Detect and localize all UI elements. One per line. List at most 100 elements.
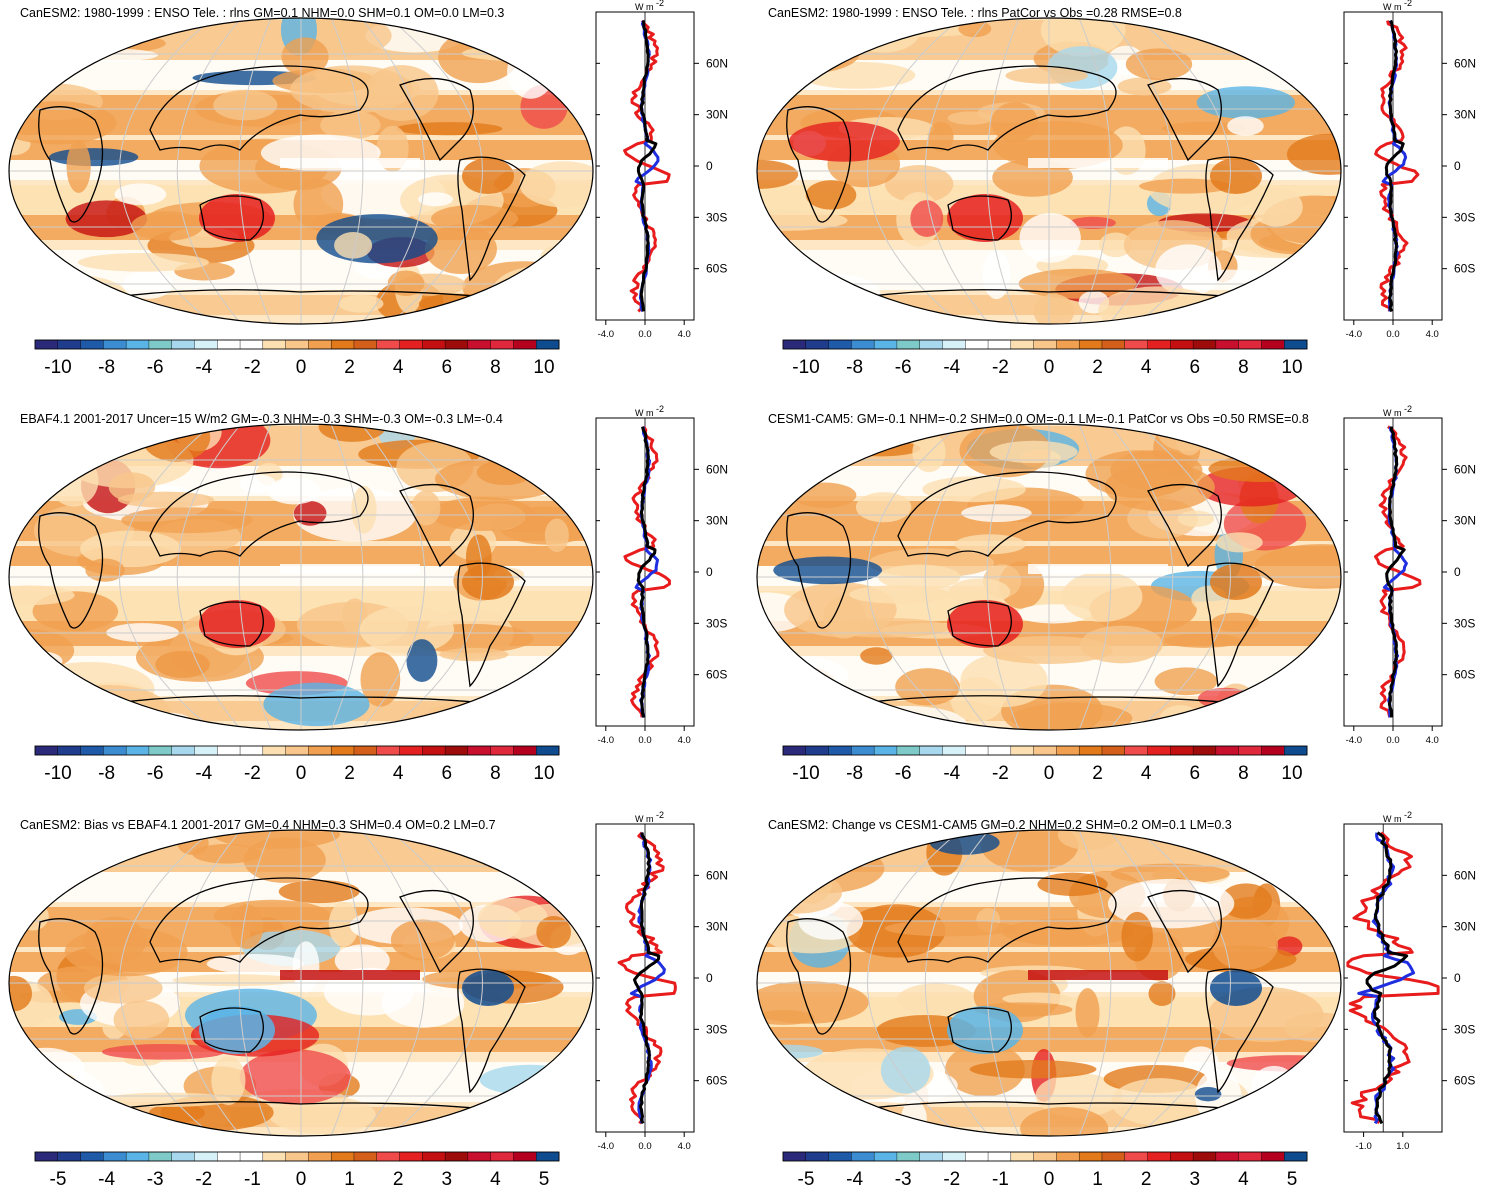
- colorbar-swatch: [1192, 745, 1217, 756]
- profile-unit-superscript: -2: [1404, 810, 1412, 820]
- profile-lat-tick: 30N: [706, 108, 728, 122]
- colorbar-tick-label: -8: [846, 357, 863, 378]
- profile-lat-tick: 60N: [1454, 56, 1476, 70]
- colorbar-tick-label: 8: [1238, 357, 1249, 378]
- colorbar-swatch: [1261, 339, 1285, 350]
- panel-5: CanESM2: Bias vs EBAF4.1 2001-2017 GM=0.…: [8, 810, 728, 1187]
- colorbar-swatch: [262, 339, 287, 350]
- colorbar-swatch: [873, 1151, 898, 1162]
- profile-unit-superscript: -2: [656, 810, 664, 820]
- colorbar-tick-label: 8: [490, 357, 501, 378]
- map-title: EBAF4.1 2001-2017 Uncer=15 W/m2 GM=-0.3 …: [20, 412, 503, 426]
- colorbar-tick-label: 2: [1141, 1169, 1152, 1187]
- colorbar-tick-label: -6: [147, 357, 164, 378]
- colorbar: -5 -4 -3 -2 -1 0 1 2 3 4 5: [34, 1151, 560, 1187]
- map-field: [757, 830, 1341, 1136]
- colorbar-swatch: [513, 339, 537, 350]
- colorbar-swatch: [873, 745, 898, 756]
- colorbar-swatch: [285, 339, 309, 350]
- colorbar-tick-label: -3: [895, 1169, 912, 1187]
- profile-x-tick: 4.0: [1426, 735, 1439, 746]
- map-outline: [756, 423, 1342, 731]
- profile-lat-tick: 30N: [706, 514, 728, 528]
- map-field: [9, 18, 593, 324]
- colorbar-tick-label: -5: [798, 1169, 815, 1187]
- colorbar-tick-label: -8: [846, 763, 863, 784]
- colorbar-swatch: [1010, 339, 1035, 350]
- profile-lat-tick: 0: [1454, 971, 1461, 985]
- colorbar-tick-label: -3: [147, 1169, 164, 1187]
- colorbar-tick-label: -10: [44, 357, 71, 378]
- colorbar-swatch: [57, 1151, 82, 1162]
- profile-lat-tick: 30S: [706, 1022, 727, 1036]
- colorbar-swatch: [103, 745, 127, 756]
- colorbar-tick-label: 5: [539, 1169, 550, 1187]
- colorbar-tick-label: -10: [792, 763, 819, 784]
- colorbar-swatch: [80, 339, 104, 350]
- colorbar-tick-label: 10: [533, 357, 554, 378]
- colorbar-swatch: [805, 745, 830, 756]
- profile-lat-tick: 0: [706, 565, 713, 579]
- colorbar-swatch: [1284, 339, 1308, 350]
- colorbar-swatch: [376, 1151, 401, 1162]
- colorbar: -5 -4 -3 -2 -1 0 1 2 3 4 5: [782, 1151, 1308, 1187]
- colorbar-swatch: [896, 745, 921, 756]
- colorbar-swatch: [851, 745, 875, 756]
- colorbar-tick-label: -8: [98, 763, 115, 784]
- colorbar-swatch: [965, 745, 989, 756]
- colorbar-swatch: [399, 1151, 423, 1162]
- colorbar-swatch: [125, 745, 150, 756]
- colorbar-swatch: [1078, 1151, 1103, 1162]
- colorbar-swatch: [34, 745, 59, 756]
- colorbar-swatch: [194, 1151, 218, 1162]
- colorbar-swatch: [1101, 1151, 1126, 1162]
- colorbar-swatch: [262, 1151, 287, 1162]
- colorbar-swatch: [285, 745, 309, 756]
- map-title: CanESM2: 1980-1999 : ENSO Tele. : rlns G…: [20, 6, 504, 20]
- profile-lat-tick: 60S: [706, 262, 727, 276]
- colorbar-swatch: [422, 339, 446, 350]
- colorbar-swatch: [444, 745, 469, 756]
- colorbar-tick-label: -2: [992, 763, 1009, 784]
- colorbar-swatch: [782, 745, 807, 756]
- colorbar-tick-label: 0: [296, 763, 307, 784]
- colorbar-swatch: [57, 745, 82, 756]
- colorbar-swatch: [1033, 1151, 1057, 1162]
- zonal-profile: W m -2 60N 30N 0 30S 60S -4.0 0.0 4.0: [1343, 0, 1476, 340]
- colorbar-swatch: [942, 339, 966, 350]
- colorbar-tick-label: 2: [1092, 763, 1103, 784]
- colorbar-swatch: [444, 339, 469, 350]
- colorbar-swatch: [851, 1151, 875, 1162]
- colorbar-tick-label: 4: [393, 763, 404, 784]
- colorbar-swatch: [1238, 745, 1262, 756]
- colorbar-swatch: [1101, 745, 1126, 756]
- colorbar-swatch: [1238, 1151, 1262, 1162]
- colorbar-tick-label: 1: [1092, 1169, 1103, 1187]
- colorbar-tick-label: -6: [895, 763, 912, 784]
- zonal-profile: W m -2 60N 30N 0 30S 60S -4.0 0.0 4.0: [595, 810, 728, 1152]
- profile-lat-tick: 30S: [1454, 616, 1475, 630]
- colorbar-swatch: [1147, 339, 1171, 350]
- colorbar-swatch: [376, 745, 401, 756]
- colorbar-swatch: [1056, 339, 1080, 350]
- colorbar-swatch: [1238, 339, 1262, 350]
- profile-lat-tick: 60N: [1454, 462, 1476, 476]
- colorbar-tick-label: 0: [296, 1169, 307, 1187]
- map-field: [9, 830, 593, 1136]
- panel-3: EBAF4.1 2001-2017 Uncer=15 W/m2 GM=-0.3 …: [8, 404, 728, 784]
- colorbar-swatch: [828, 339, 852, 350]
- colorbar-swatch: [1147, 745, 1171, 756]
- zonal-profile: W m -2 60N 30N 0 30S 60S -1.0 1.0: [1343, 810, 1476, 1152]
- colorbar-swatch: [194, 745, 218, 756]
- colorbar-tick-label: 2: [393, 1169, 404, 1187]
- profile-series-black: [636, 426, 657, 719]
- profile-unit: W m: [1383, 2, 1402, 12]
- colorbar-tick-label: 8: [490, 763, 501, 784]
- colorbar-swatch: [490, 339, 514, 350]
- colorbar-tick-label: -10: [792, 357, 819, 378]
- profile-unit-superscript: -2: [656, 404, 664, 414]
- profile-unit-superscript: -2: [656, 0, 664, 8]
- profile-x-tick: 0.0: [638, 329, 651, 340]
- colorbar-tick-label: 4: [1238, 1169, 1249, 1187]
